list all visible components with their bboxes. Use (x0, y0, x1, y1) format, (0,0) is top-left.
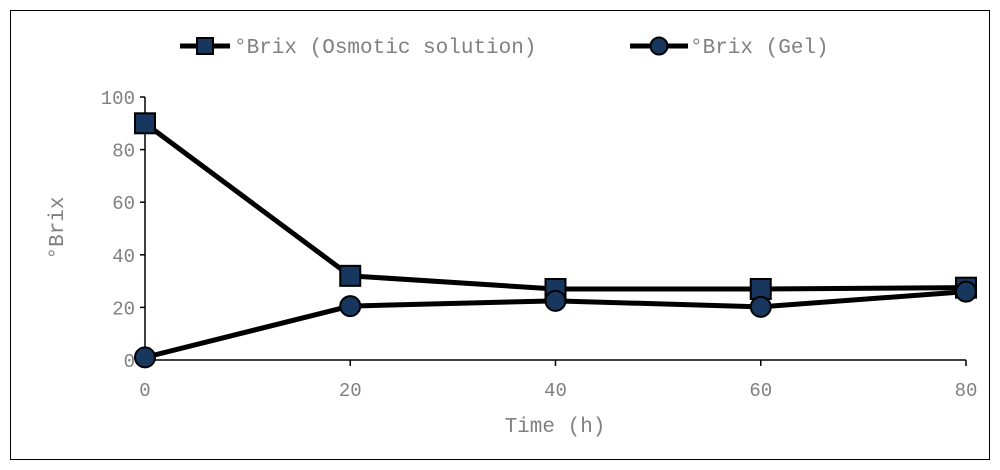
legend-item-osmotic-solution: °Brix (Osmotic solution) (180, 37, 536, 60)
chart-frame (10, 10, 990, 460)
x-tick-label: 20 (339, 380, 362, 402)
legend-marker-circle (649, 36, 669, 56)
y-tick-label: 80 (112, 141, 135, 163)
data-point-circle (749, 295, 772, 318)
x-axis-title: Time (h) (505, 416, 606, 439)
legend-label-osmotic-solution: °Brix (Osmotic solution) (234, 37, 536, 60)
y-tick-label: 60 (112, 193, 135, 215)
data-point-circle (955, 280, 977, 303)
axes (144, 97, 966, 361)
data-point-circle (544, 289, 567, 312)
series-group (134, 112, 977, 369)
series-line (143, 121, 967, 292)
data-point-square (339, 264, 362, 287)
x-tick-label: 80 (955, 380, 978, 402)
legend: °Brix (Osmotic solution) °Brix (Gel) (180, 36, 829, 60)
y-tick-label: 100 (101, 88, 135, 110)
x-tick-label: 0 (139, 380, 150, 402)
y-tick-label: 20 (112, 298, 135, 320)
series-osmotic-solution (134, 112, 977, 300)
x-tick-label: 40 (544, 380, 567, 402)
y-ticks: 0 20 40 60 80 100 (101, 88, 145, 373)
legend-item-gel: °Brix (Gel) (630, 36, 829, 60)
y-axis-title: °Brix (47, 196, 70, 259)
legend-marker-square (196, 37, 214, 55)
x-tick-label: 60 (749, 380, 772, 402)
series-gel (134, 280, 977, 369)
x-ticks: 0 20 40 60 80 (139, 360, 977, 402)
legend-label-gel: °Brix (Gel) (690, 37, 829, 60)
y-tick-label: 0 (124, 351, 135, 373)
data-point-circle (339, 295, 362, 318)
y-tick-label: 40 (112, 246, 135, 268)
data-point-circle (134, 346, 156, 369)
data-point-square (134, 112, 156, 135)
